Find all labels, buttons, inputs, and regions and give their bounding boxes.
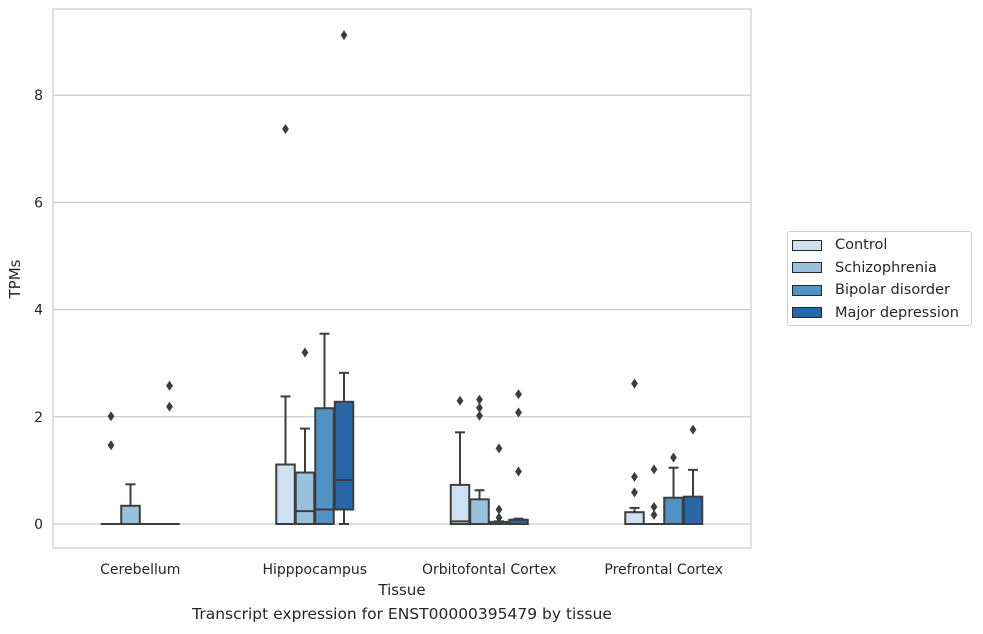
box-2-1 [314,332,335,525]
outlier-point [495,512,503,523]
y-tick-label: 8 [34,88,43,104]
box-0-1 [275,123,296,525]
x-axis-title: Tissue [377,581,425,599]
box-body [663,496,684,525]
x-tick-label: Cerebellum [100,562,180,578]
y-axis-title: TPMs [6,259,24,299]
outlier-point [107,440,115,451]
chart-caption: Transcript expression for ENST0000039547… [192,605,612,623]
legend-item-bipolar-disorder: Bipolar disorder [792,280,950,300]
outlier-point [515,407,522,418]
y-tick-label: 0 [34,517,43,533]
box-body [624,511,645,526]
box-body [120,504,141,525]
legend-swatch-bipolar-disorder [792,284,822,296]
outlier-point [650,509,658,520]
legend-item-major-depression: Major depression [792,303,959,323]
box-3-2 [508,389,529,525]
outlier-point [515,466,522,477]
legend-swatch-major-depression [792,307,822,318]
y-tick-label: 2 [34,410,43,426]
box-2-3 [663,452,684,525]
legend-item-schizophrenia: Schizophrenia [792,258,937,278]
outlier-point [689,424,697,435]
box-0-0 [100,411,122,526]
legend-swatch-schizophrenia [792,262,822,273]
plot-frame [52,8,752,549]
x-tick-label: Orbitofontal Cortex [422,562,557,578]
outlier-point [670,452,677,463]
outlier-point [166,401,173,412]
box-body [449,483,471,526]
box-0-2 [449,395,471,526]
box-1-0 [120,483,141,525]
box-body [469,498,490,525]
outlier-point [515,389,522,400]
outlier-point [650,464,658,475]
box-1-1 [294,347,316,526]
outlier-point [456,395,464,406]
axis-ticks: 0 2 4 6 8 Cerebellum Hipppocampus Orbitofontal … [34,88,723,578]
outlier-point [476,394,483,405]
box-3-0 [159,380,180,526]
outlier-point [340,30,348,41]
outlier-point [166,380,173,391]
box-3-1 [333,30,355,525]
outlier-point [301,347,309,358]
box-1-2 [469,394,490,525]
boxes [100,30,704,526]
legend-label-bipolar-disorder: Bipolar disorder [835,282,950,298]
box-1-3 [643,464,665,526]
outlier-point [631,378,638,389]
y-tick-label: 6 [34,195,43,211]
x-tick-label: Hipppocampus [262,562,367,578]
outlier-point [282,123,289,134]
grid-lines [53,94,751,525]
box-body [275,463,296,525]
outlier-point [650,501,658,512]
box-body [294,471,316,526]
outlier-point [476,410,483,421]
outlier-point [476,402,483,413]
legend-label-schizophrenia: Schizophrenia [835,259,937,276]
box-body [682,495,704,526]
outlier-point [495,443,503,454]
y-tick-label: 4 [34,303,43,319]
box-3-3 [682,424,704,526]
box-0-3 [624,378,645,526]
legend-label-control: Control [835,237,888,253]
outlier-point [107,411,115,422]
legend-item-control: Control [792,235,887,255]
legend: Control Schizophrenia Bipolar disorder M… [787,231,972,326]
legend-swatch-control [792,239,822,251]
legend-label-major-depression: Major depression [835,304,959,321]
outlier-point [631,487,638,498]
outlier-point [631,471,638,482]
box-2-2 [488,443,510,526]
outlier-point [495,504,503,515]
box-body [314,407,335,525]
x-tick-label: Prefrontal Cortex [604,562,723,578]
box-body [333,400,355,511]
